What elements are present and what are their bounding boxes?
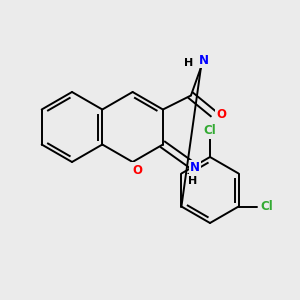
Text: Cl: Cl [260, 200, 273, 213]
Text: O: O [133, 164, 142, 176]
Text: O: O [216, 108, 226, 121]
Text: N: N [190, 161, 200, 174]
Text: H: H [188, 176, 198, 185]
Text: N: N [199, 54, 209, 67]
Text: H: H [184, 58, 194, 68]
Text: Cl: Cl [204, 124, 216, 137]
